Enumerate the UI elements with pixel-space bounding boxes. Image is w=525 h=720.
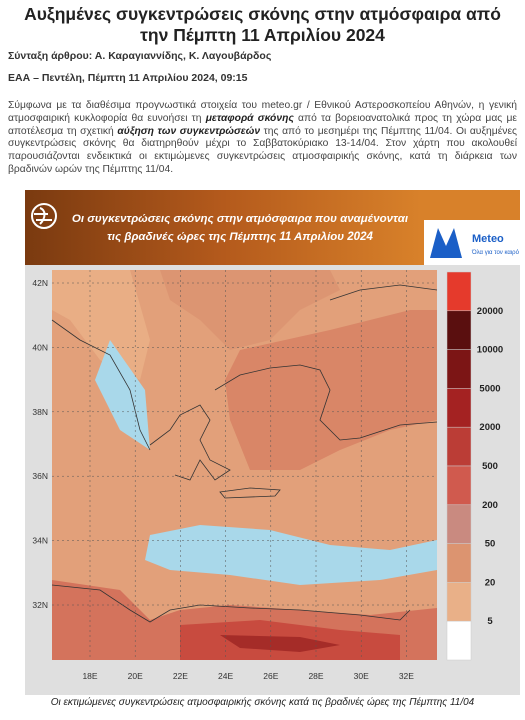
figure-caption: Οι εκτιμώμενες συγκεντρώσεις ατμοσφαιρικ… <box>50 697 475 708</box>
legend-label: 500 <box>482 461 498 472</box>
logo-name: Meteo <box>472 233 504 245</box>
legend-label: 5000 <box>479 383 500 394</box>
lon-label: 22E <box>173 671 188 681</box>
legend-swatch <box>446 620 472 661</box>
text-run: Σύμφωνα με τα διαθέσιμα προγνωστικά στοι… <box>8 100 517 124</box>
lat-label: 42N <box>32 278 48 288</box>
banner-title: Οι συγκεντρώσεις σκόνης στην ατμόσφαιρα … <box>72 213 408 225</box>
legend-swatch <box>446 310 472 350</box>
lon-label: 20E <box>128 671 143 681</box>
logo-tagline: Όλα για τον καιρό <box>471 249 520 256</box>
banner-title: τις βραδινές ώρες της Πέμπτης 11 Απριλίο… <box>107 231 373 243</box>
legend-label: 5 <box>487 616 493 627</box>
emphasis: αύξηση των συγκεντρώσεών <box>117 125 261 137</box>
lon-label: 30E <box>354 671 369 681</box>
legend-swatch <box>446 582 472 622</box>
legend-label: 2000 <box>479 422 500 433</box>
lat-label: 34N <box>32 536 48 546</box>
article-paragraph: Σύμφωνα με τα διαθέσιμα προγνωστικά στοι… <box>8 100 517 177</box>
legend-swatch <box>446 388 472 428</box>
legend-swatch <box>446 543 472 583</box>
lat-label: 40N <box>32 342 48 352</box>
legend-swatch <box>446 271 472 312</box>
lon-label: 28E <box>308 671 323 681</box>
lon-label: 18E <box>82 671 97 681</box>
lon-label: 26E <box>263 671 278 681</box>
legend-swatch <box>446 426 472 467</box>
article-title: Αυξημένες συγκεντρώσεις σκόνης στην ατμό… <box>24 4 501 45</box>
text-run: της από το μεσημέρι της Πέμπτης 11/04. Ο… <box>8 125 518 175</box>
dust-map-figure: Meteo Όλα για τον καιρό 42N 40N 38N 36N 34N 3… <box>25 190 520 695</box>
legend-label: 200 <box>482 500 498 511</box>
dateline: ΕΑΑ – Πεντέλη, Πέμπτη 11 Απριλίου 2024, … <box>8 72 248 84</box>
banner-icon <box>31 203 57 229</box>
legend-label: 10000 <box>477 345 503 356</box>
lat-label: 32N <box>32 600 48 610</box>
legend-label: 50 <box>485 539 496 550</box>
legend-label: 20000 <box>477 306 503 317</box>
map <box>51 270 438 660</box>
legend-label: 20 <box>485 577 496 588</box>
lat-label: 38N <box>32 407 48 417</box>
emphasis: μεταφορά σκόνης <box>205 112 294 124</box>
legend-swatch <box>446 349 472 389</box>
lat-label: 36N <box>32 471 48 481</box>
lon-label: 24E <box>218 671 233 681</box>
legend-swatch <box>446 504 472 544</box>
text-run: από τα βορειοανατολικά προς τη χώρα μας … <box>8 112 517 137</box>
authors: Σύνταξη άρθρου: Α. Καραγιαννίδης, Κ. Λαγ… <box>8 50 272 62</box>
logo-mark <box>430 228 462 258</box>
legend-swatch <box>446 465 472 506</box>
lon-label: 32E <box>399 671 414 681</box>
